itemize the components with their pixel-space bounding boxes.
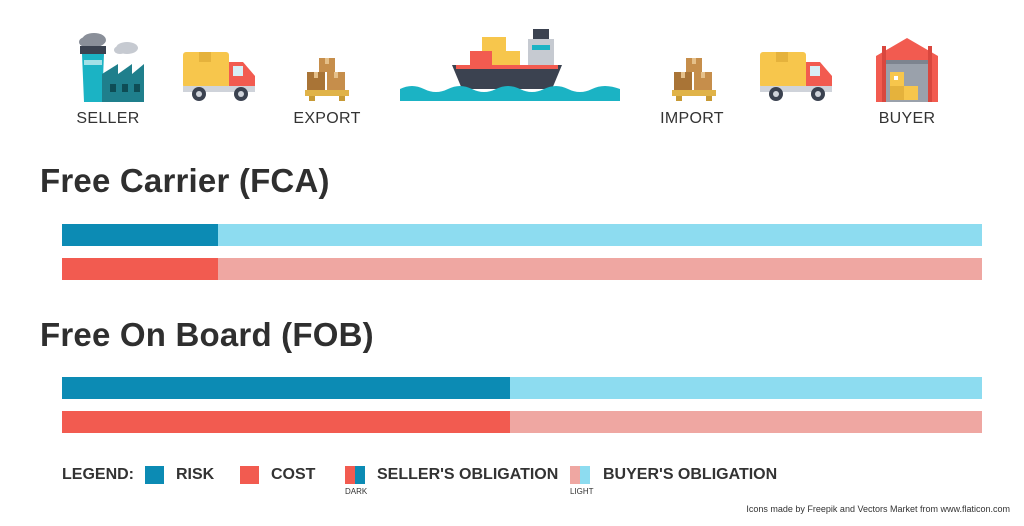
- legend-risk-swatch: [145, 466, 164, 484]
- truck-icon: [760, 52, 832, 101]
- buyer-cost-segment: [218, 258, 982, 280]
- attribution-text: Icons made by Freepik and Vectors Market…: [746, 504, 1010, 514]
- stage-label-export: EXPORT: [293, 110, 361, 127]
- section-title-fca: Free Carrier (FCA): [40, 162, 330, 199]
- seller-risk-segment: [62, 224, 219, 246]
- boxes-icon: [305, 58, 349, 101]
- legend-risk-label: RISK: [176, 466, 215, 483]
- legend-buyer-sublabel: LIGHT: [570, 487, 594, 496]
- factory-icon: [79, 33, 144, 102]
- cost-bar-fca: [62, 258, 982, 280]
- stage-label-seller: SELLER: [76, 110, 140, 127]
- warehouse-icon: [876, 38, 938, 102]
- boxes-icon: [672, 58, 716, 101]
- legend-buyer-swatch-risk: [580, 466, 590, 484]
- seller-cost-segment: [62, 411, 511, 433]
- legend-seller-swatch-risk: [355, 466, 365, 484]
- truck-icon: [183, 52, 255, 101]
- section-title-fob: Free On Board (FOB): [40, 316, 374, 353]
- seller-risk-segment: [62, 377, 511, 399]
- stage-label-import: IMPORT: [660, 110, 724, 127]
- legend-seller-label: SELLER'S OBLIGATION: [377, 466, 559, 483]
- seller-cost-segment: [62, 258, 219, 280]
- legend-buyer-label: BUYER'S OBLIGATION: [603, 466, 778, 483]
- buyer-risk-segment: [218, 224, 982, 246]
- legend-seller-sublabel: DARK: [345, 487, 368, 496]
- cargo-ship-icon: [400, 29, 620, 101]
- legend-cost-label: COST: [271, 466, 316, 483]
- legend-cost-swatch: [240, 466, 259, 484]
- legend-seller-swatch-cost: [345, 466, 355, 484]
- risk-bar-fob: [62, 377, 982, 399]
- cost-bar-fob: [62, 411, 982, 433]
- buyer-cost-segment: [510, 411, 982, 433]
- legend-title: LEGEND:: [62, 466, 134, 483]
- risk-bar-fca: [62, 224, 982, 246]
- stage-label-buyer: BUYER: [878, 110, 936, 127]
- legend-buyer-swatch-cost: [570, 466, 580, 484]
- buyer-risk-segment: [510, 377, 982, 399]
